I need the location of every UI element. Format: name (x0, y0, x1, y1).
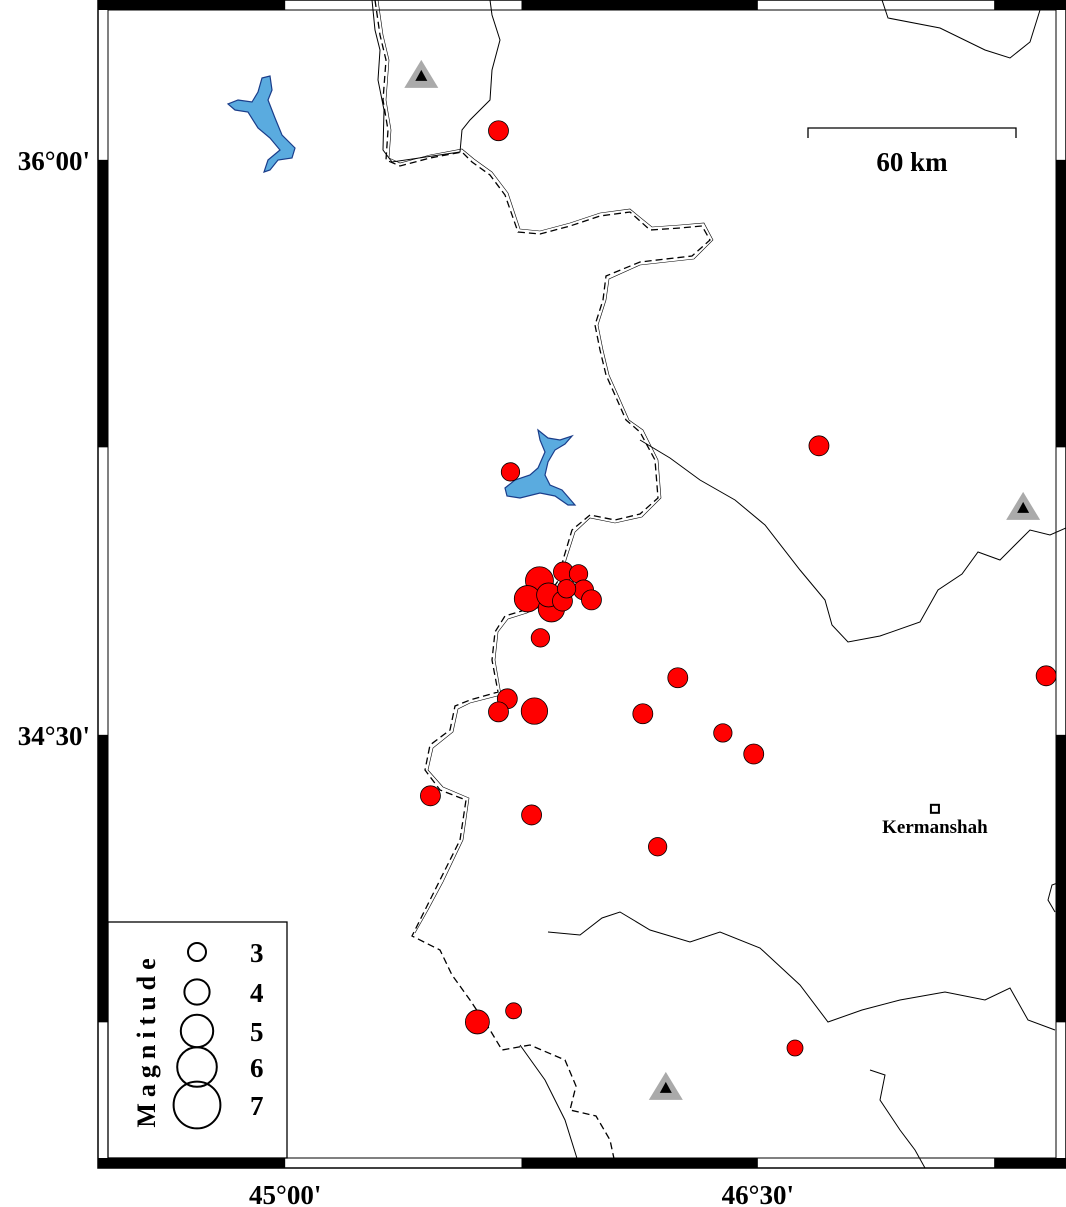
earthquake-event (520, 697, 549, 725)
earthquake-event (743, 743, 765, 765)
frame-segment (994, 0, 1066, 10)
earthquake-event (556, 579, 577, 599)
earthquake-event (500, 462, 521, 482)
earthquake-event (713, 723, 733, 743)
legend-label: 4 (250, 978, 264, 1008)
station-triangle-inner (1017, 501, 1030, 513)
lake-north (226, 75, 296, 173)
international-border-edge (377, 0, 714, 934)
city-marker-icon (929, 803, 940, 814)
seismic-station-icon (1006, 491, 1041, 520)
province-border (547, 911, 1056, 1031)
station-triangle-inner (415, 69, 428, 81)
latitude-tick-label: 34°30' (18, 721, 90, 751)
frame-segment (98, 734, 108, 1023)
latitude-tick-label: 36°00' (18, 146, 90, 176)
earthquake-event (488, 120, 509, 142)
earthquake-event (667, 667, 689, 689)
province-border (371, 0, 501, 163)
province-border (869, 1069, 926, 1169)
legend-label: 3 (250, 938, 264, 968)
earthquake-event (530, 628, 551, 648)
legend-label: 6 (250, 1053, 264, 1083)
earthquake-event (505, 1002, 523, 1020)
earthquake-event (648, 837, 668, 857)
station-triangle-inner (659, 1081, 672, 1093)
longitude-tick-label: 46°30' (722, 1180, 794, 1207)
international-border (374, 0, 714, 1169)
legend-circle (187, 942, 207, 962)
frame-segment (994, 1158, 1066, 1168)
seismic-station-icon (648, 1071, 683, 1100)
province-border (1047, 879, 1066, 913)
legend-title: Magnitude (132, 952, 161, 1127)
stations-layer (404, 59, 1041, 1100)
map-frame (97, 0, 1066, 1169)
legend-circle (172, 1080, 222, 1130)
legend-circle (176, 1046, 218, 1088)
province-border (519, 1044, 581, 1169)
earthquake-event (632, 703, 654, 725)
earthquake-event (464, 1009, 490, 1035)
earthquake-event (488, 701, 509, 723)
scale-bar-line (807, 127, 1017, 138)
frame-segment (98, 0, 286, 10)
earthquake-event (786, 1039, 804, 1057)
province-border (639, 439, 1066, 643)
frame-segment (98, 159, 108, 448)
longitude-tick-label: 45°00' (249, 1180, 321, 1207)
earthquake-event (420, 785, 441, 807)
legend-circle (183, 978, 211, 1006)
city-label: Kermanshah (882, 817, 988, 838)
frame-segment (521, 0, 758, 10)
earthquake-event (1035, 665, 1057, 687)
events-layer (420, 120, 1057, 1057)
frame-segment (521, 1158, 758, 1168)
legend-label: 7 (250, 1091, 264, 1121)
international-border-line (374, 0, 711, 1169)
earthquake-event (808, 435, 830, 457)
scale-bar: 60 km (807, 127, 1017, 177)
lake-middle (504, 428, 577, 506)
cities-layer: Kermanshah (882, 803, 988, 838)
seismic-station-icon (404, 59, 439, 88)
frame-tick-labels: 45°00' 46°30' 36°00' 34°30' (18, 146, 794, 1207)
legend-label: 5 (250, 1017, 264, 1047)
scale-bar-label: 60 km (876, 147, 948, 177)
frame-segment (1056, 159, 1066, 448)
frame-segment (1056, 734, 1066, 1023)
province-border (881, 0, 1045, 59)
earthquake-event (513, 585, 542, 613)
legend-items: 3 4 5 6 7 (172, 938, 264, 1130)
provincial-borders (371, 0, 1066, 1169)
frame-segment (98, 1158, 286, 1168)
magnitude-legend: Magnitude 3 4 5 6 7 (107, 921, 288, 1159)
earthquake-event (521, 804, 542, 826)
earthquake-event (581, 589, 602, 611)
